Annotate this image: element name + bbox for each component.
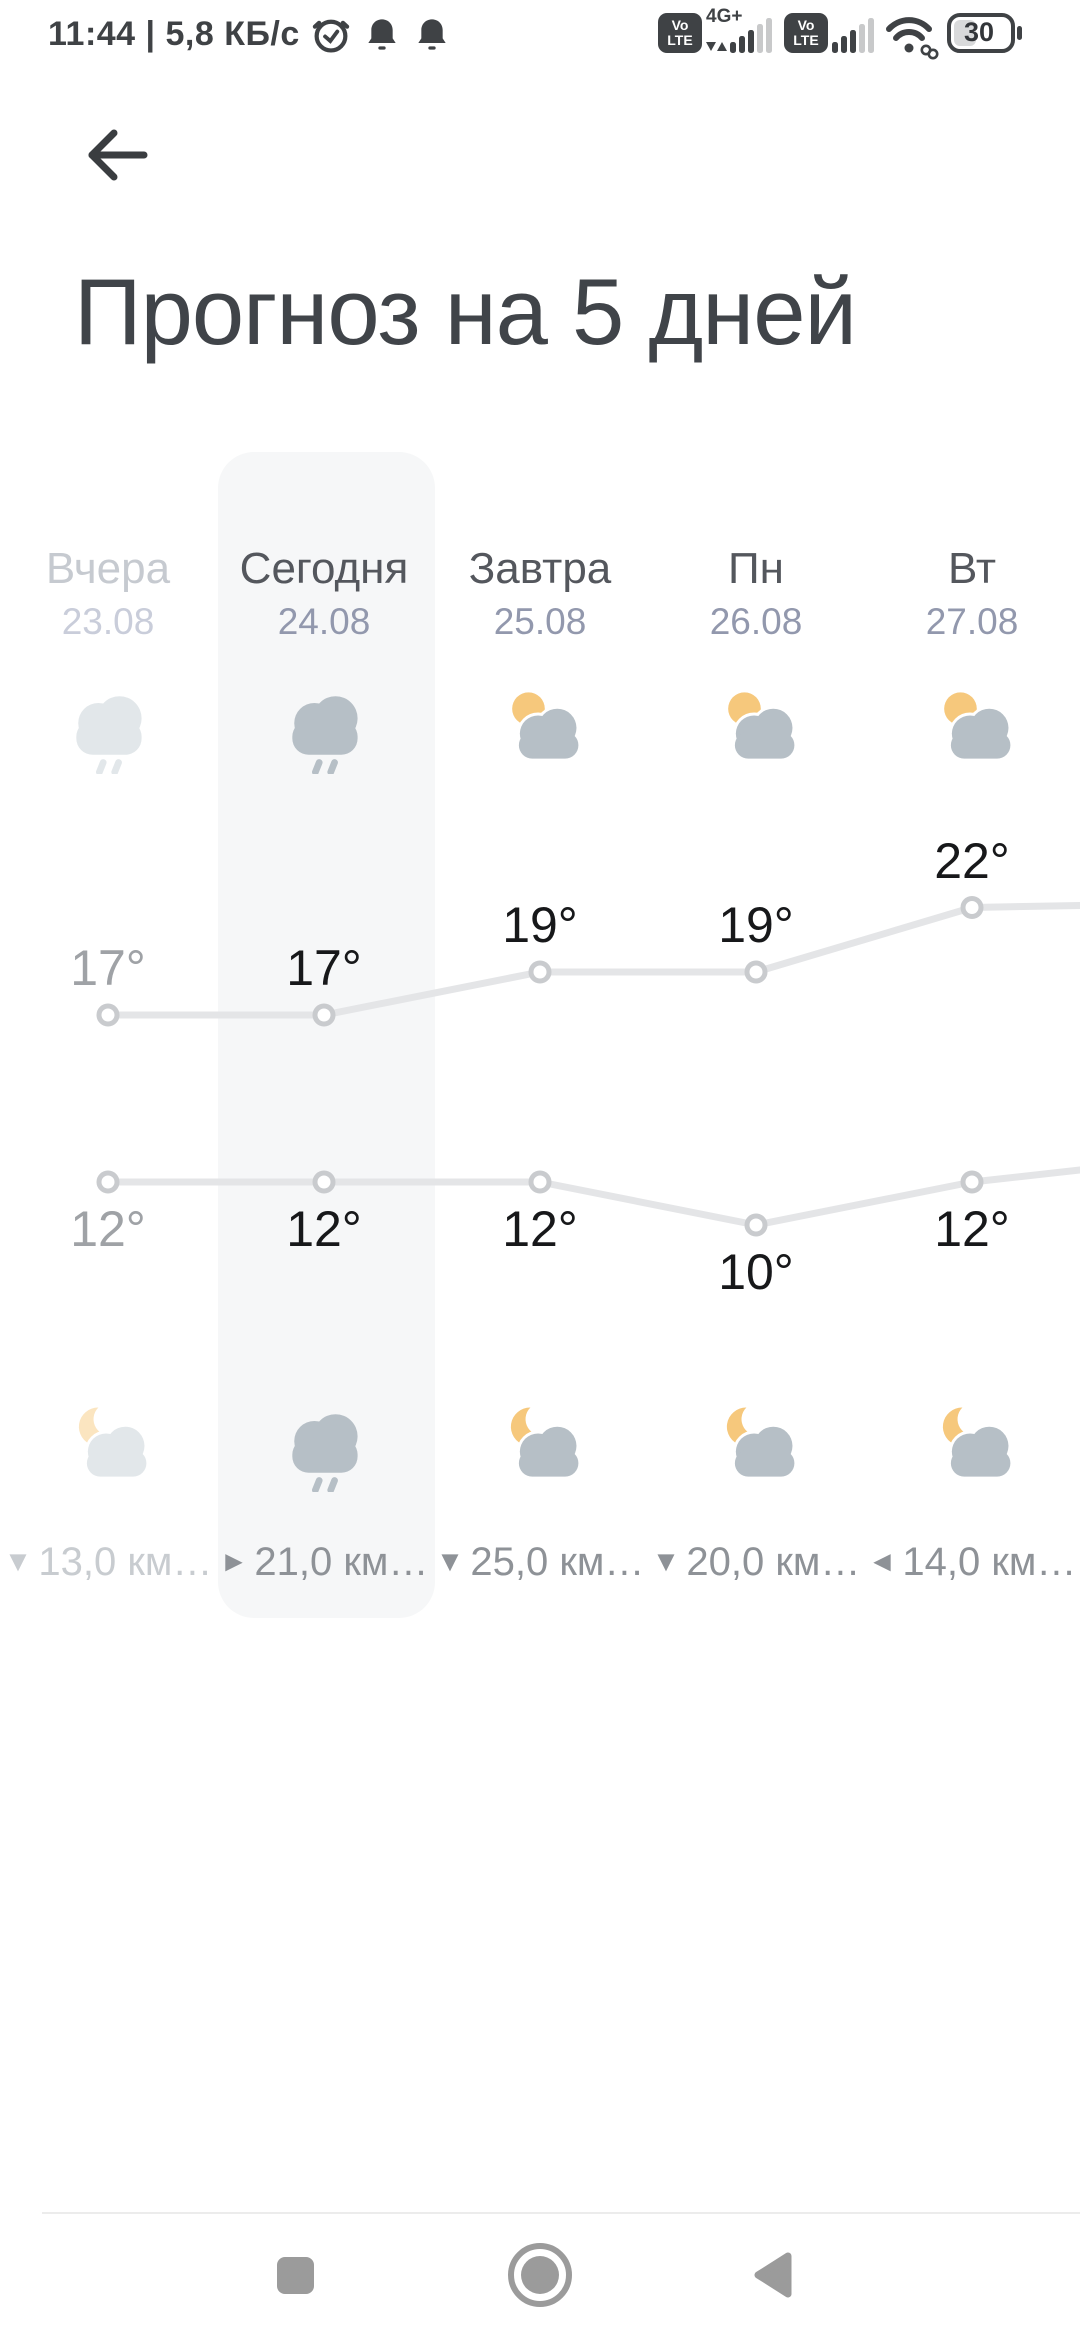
day-date: 26.08 [709,601,803,642]
low-temp-label: 12° [502,1201,578,1257]
high-temp-label: 19° [502,897,578,953]
low-temp-label: 12° [70,1201,146,1257]
forecast-column: Пн 26.08 ▼ 20,0 км… [648,0,864,1700]
rain-cloud-icon [76,696,142,774]
cell-signal-icon [832,18,874,53]
status-bar: 11:44 | 5,8 КБ/с Vo LTE 4G+ [0,0,1080,64]
wind-speed: 13,0 км… [38,1540,213,1584]
bell-icon [418,19,446,50]
forecast-column: Вт 27.08 ◄ 14,0 км… [864,0,1080,1700]
high-temp-label: 22° [934,832,1010,889]
high-temp-label: 19° [718,897,794,953]
moon-behind-cloud-icon [942,1407,1014,1480]
wifi-icon [886,17,939,60]
sun-behind-cloud-icon [512,692,582,762]
low-temp-label: 12° [934,1201,1010,1257]
low-temp-label: 10° [718,1244,794,1300]
wind-info: ▼ 20,0 км… [642,1540,870,1585]
home-button[interactable] [480,2230,600,2330]
rain-cloud-icon [292,696,358,774]
wind-speed: 21,0 км… [254,1540,429,1584]
day-date: 27.08 [925,601,1019,642]
day-name: Вчера [45,544,171,593]
wind-info: ▼ 25,0 км… [426,1540,654,1585]
sun-behind-cloud-icon [944,692,1014,762]
forecast-column: Вчера 23.08 ▼ 13,0 км… [0,0,216,1700]
moon-behind-cloud-icon [510,1407,582,1480]
battery-icon: 30 [947,12,1023,61]
wind-info: ◄ 14,0 км… [858,1540,1080,1585]
navigation-bar [0,2230,1080,2340]
day-name: Вт [947,544,997,593]
wind-speed: 14,0 км… [902,1540,1077,1584]
wind-direction-icon: ◄ [867,1546,897,1578]
high-temp-label: 17° [286,940,362,996]
wind-speed: 25,0 км… [470,1540,645,1584]
volte-badge: Vo LTE [784,13,828,53]
alarm-icon [312,19,349,53]
rain-cloud-icon [292,1414,358,1492]
battery-percent: 30 [963,17,995,47]
page-title: Прогноз на 5 дней [74,259,857,364]
day-date: 24.08 [277,601,371,642]
day-date: 25.08 [493,601,587,642]
wind-direction-icon: ▼ [3,1546,33,1578]
moon-behind-cloud-icon [78,1407,150,1480]
cell-signal-icon [706,18,772,53]
day-name: Завтра [468,544,612,593]
high-temp-label: 17° [70,940,146,996]
wind-speed: 20,0 км… [686,1540,861,1584]
volte-badge: Vo LTE [658,13,702,53]
wind-direction-icon: ► [219,1546,249,1578]
wind-info: ► 21,0 км… [210,1540,438,1585]
bell-icon [368,19,396,50]
sun-behind-cloud-icon [728,692,798,762]
day-date: 23.08 [61,601,155,642]
day-name: Сегодня [239,544,409,593]
forecast-column-today: Сегодня 24.08 ► 21,0 км… [216,0,432,1700]
back-nav-button[interactable] [713,2230,833,2330]
back-button[interactable] [78,122,154,188]
wind-direction-icon: ▼ [435,1546,465,1578]
wind-direction-icon: ▼ [651,1546,681,1578]
recents-button[interactable] [235,2230,355,2330]
nav-divider [42,2212,1080,2214]
low-temp-label: 12° [286,1201,362,1257]
moon-behind-cloud-icon [726,1407,798,1480]
forecast-column: Завтра 25.08 ▼ 25,0 км… [432,0,648,1700]
wind-info: ▼ 13,0 км… [0,1540,222,1585]
network-type-label: 4G+ [706,6,743,27]
day-name: Пн [728,544,784,593]
status-time-netspeed: 11:44 | 5,8 КБ/с [48,14,300,53]
